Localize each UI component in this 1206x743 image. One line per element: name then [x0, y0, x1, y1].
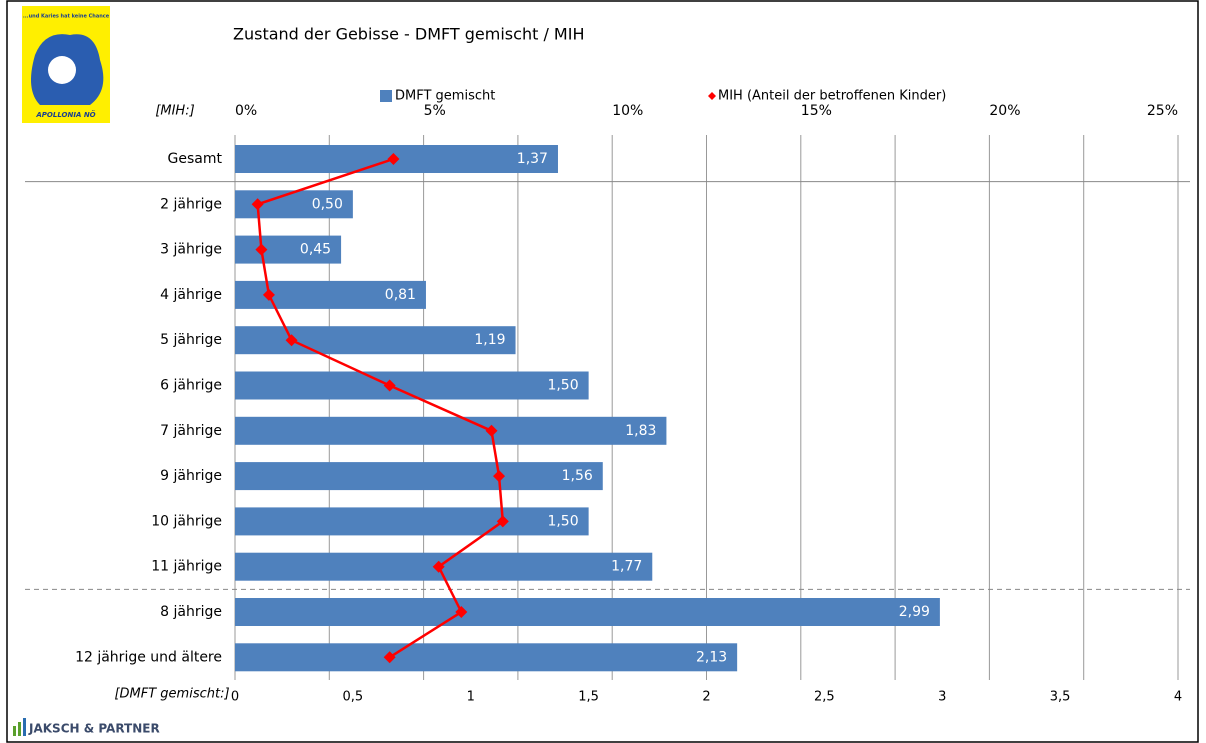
bar: [235, 507, 589, 536]
y-tick-label: 7 jährige: [160, 423, 222, 439]
y-tick-label: 2 jährige: [160, 196, 222, 212]
footer-logo: JAKSCH & PARTNER: [13, 718, 160, 736]
value-label: 1,77: [611, 559, 642, 575]
mih-marker: [387, 153, 400, 165]
x2-tick-label: 20%: [989, 103, 1020, 119]
y-tick-label: 10 jährige: [151, 513, 222, 529]
value-label: 1,19: [474, 332, 505, 348]
y-tick-label: 5 jährige: [160, 332, 222, 348]
x-tick-label: 0: [231, 690, 239, 705]
bar: [235, 416, 667, 445]
mih-marker: [432, 560, 445, 573]
logo: ...und Karies hat keine Chance APOLLONIA…: [22, 6, 110, 123]
y-tick-label: 3 jährige: [160, 242, 222, 258]
y-tick-label: 9 jährige: [160, 468, 222, 484]
x-tick-label: 3: [938, 690, 946, 705]
x-tick-label: 3,5: [1050, 690, 1071, 705]
x-tick-label: 2: [702, 690, 710, 705]
x-tick-label: 0,5: [343, 690, 364, 705]
bar: [235, 235, 342, 264]
value-label: 0,50: [312, 196, 343, 212]
legend-label: MIH (Anteil der betroffenen Kinder): [718, 89, 946, 104]
value-label: 1,37: [517, 151, 548, 167]
value-label: 1,50: [547, 378, 578, 394]
value-label: 1,56: [562, 468, 593, 484]
value-label: 1,50: [547, 513, 578, 529]
frame: [6, 0, 1199, 743]
footer-bar: [13, 726, 16, 736]
y-tick-label: 11 jährige: [151, 559, 222, 575]
bar: [235, 462, 603, 491]
x-tick-label: 1: [467, 690, 475, 705]
mih-marker: [493, 470, 506, 483]
mih-marker: [251, 198, 264, 211]
footer-text: JAKSCH & PARTNER: [28, 722, 160, 736]
x2-tick-label: 15%: [801, 103, 832, 119]
logo-tooth: [48, 56, 76, 84]
footer-bar: [18, 722, 21, 736]
mih-line: [256, 157, 505, 659]
value-label: 2,99: [899, 604, 930, 620]
footer-bar: [23, 718, 26, 736]
y-tick-label: 6 jährige: [160, 378, 222, 394]
x2-tick-label: 10%: [612, 103, 643, 119]
value-label: 1,83: [625, 423, 656, 439]
value-label: 0,81: [385, 287, 416, 303]
legend-swatch: [380, 90, 392, 102]
mih-marker: [255, 243, 268, 256]
y-tick-label: 4 jährige: [160, 287, 222, 303]
logo-tagline: ...und Karies hat keine Chance: [23, 14, 110, 20]
x2-tick-label: 25%: [1147, 103, 1178, 119]
x2-axis-label: [MIH:]: [155, 104, 194, 119]
mih-marker: [496, 515, 509, 528]
mih-marker: [455, 606, 468, 618]
mih-marker: [485, 424, 498, 437]
legend-swatch: [708, 92, 716, 100]
mih-marker: [383, 651, 396, 664]
mih-marker: [383, 379, 396, 392]
mih-marker: [262, 288, 275, 301]
y-tick-label: Gesamt: [168, 151, 223, 167]
bar: [235, 598, 940, 626]
y-tick-label: 8 jährige: [160, 604, 222, 620]
mih-marker: [285, 334, 298, 347]
legend-label: DMFT gemischt: [395, 89, 495, 104]
bar: [235, 643, 738, 672]
logo-name: APOLLONIA NÖ: [35, 110, 95, 119]
x2-tick-label: 0%: [235, 103, 257, 119]
x-tick-label: 2,5: [814, 690, 835, 705]
x2-tick-label: 5%: [424, 103, 446, 119]
bar: [235, 326, 516, 355]
value-label: 2,13: [696, 649, 727, 665]
x-tick-label: 1,5: [578, 690, 599, 705]
y-tick-label: 12 jährige und ältere: [75, 649, 222, 665]
x-tick-label: 4: [1174, 690, 1182, 705]
value-label: 0,45: [300, 242, 331, 258]
chart-title: Zustand der Gebisse - DMFT gemischt / MI…: [233, 25, 584, 44]
x-axis-label: [DMFT gemischt:]: [114, 687, 229, 702]
